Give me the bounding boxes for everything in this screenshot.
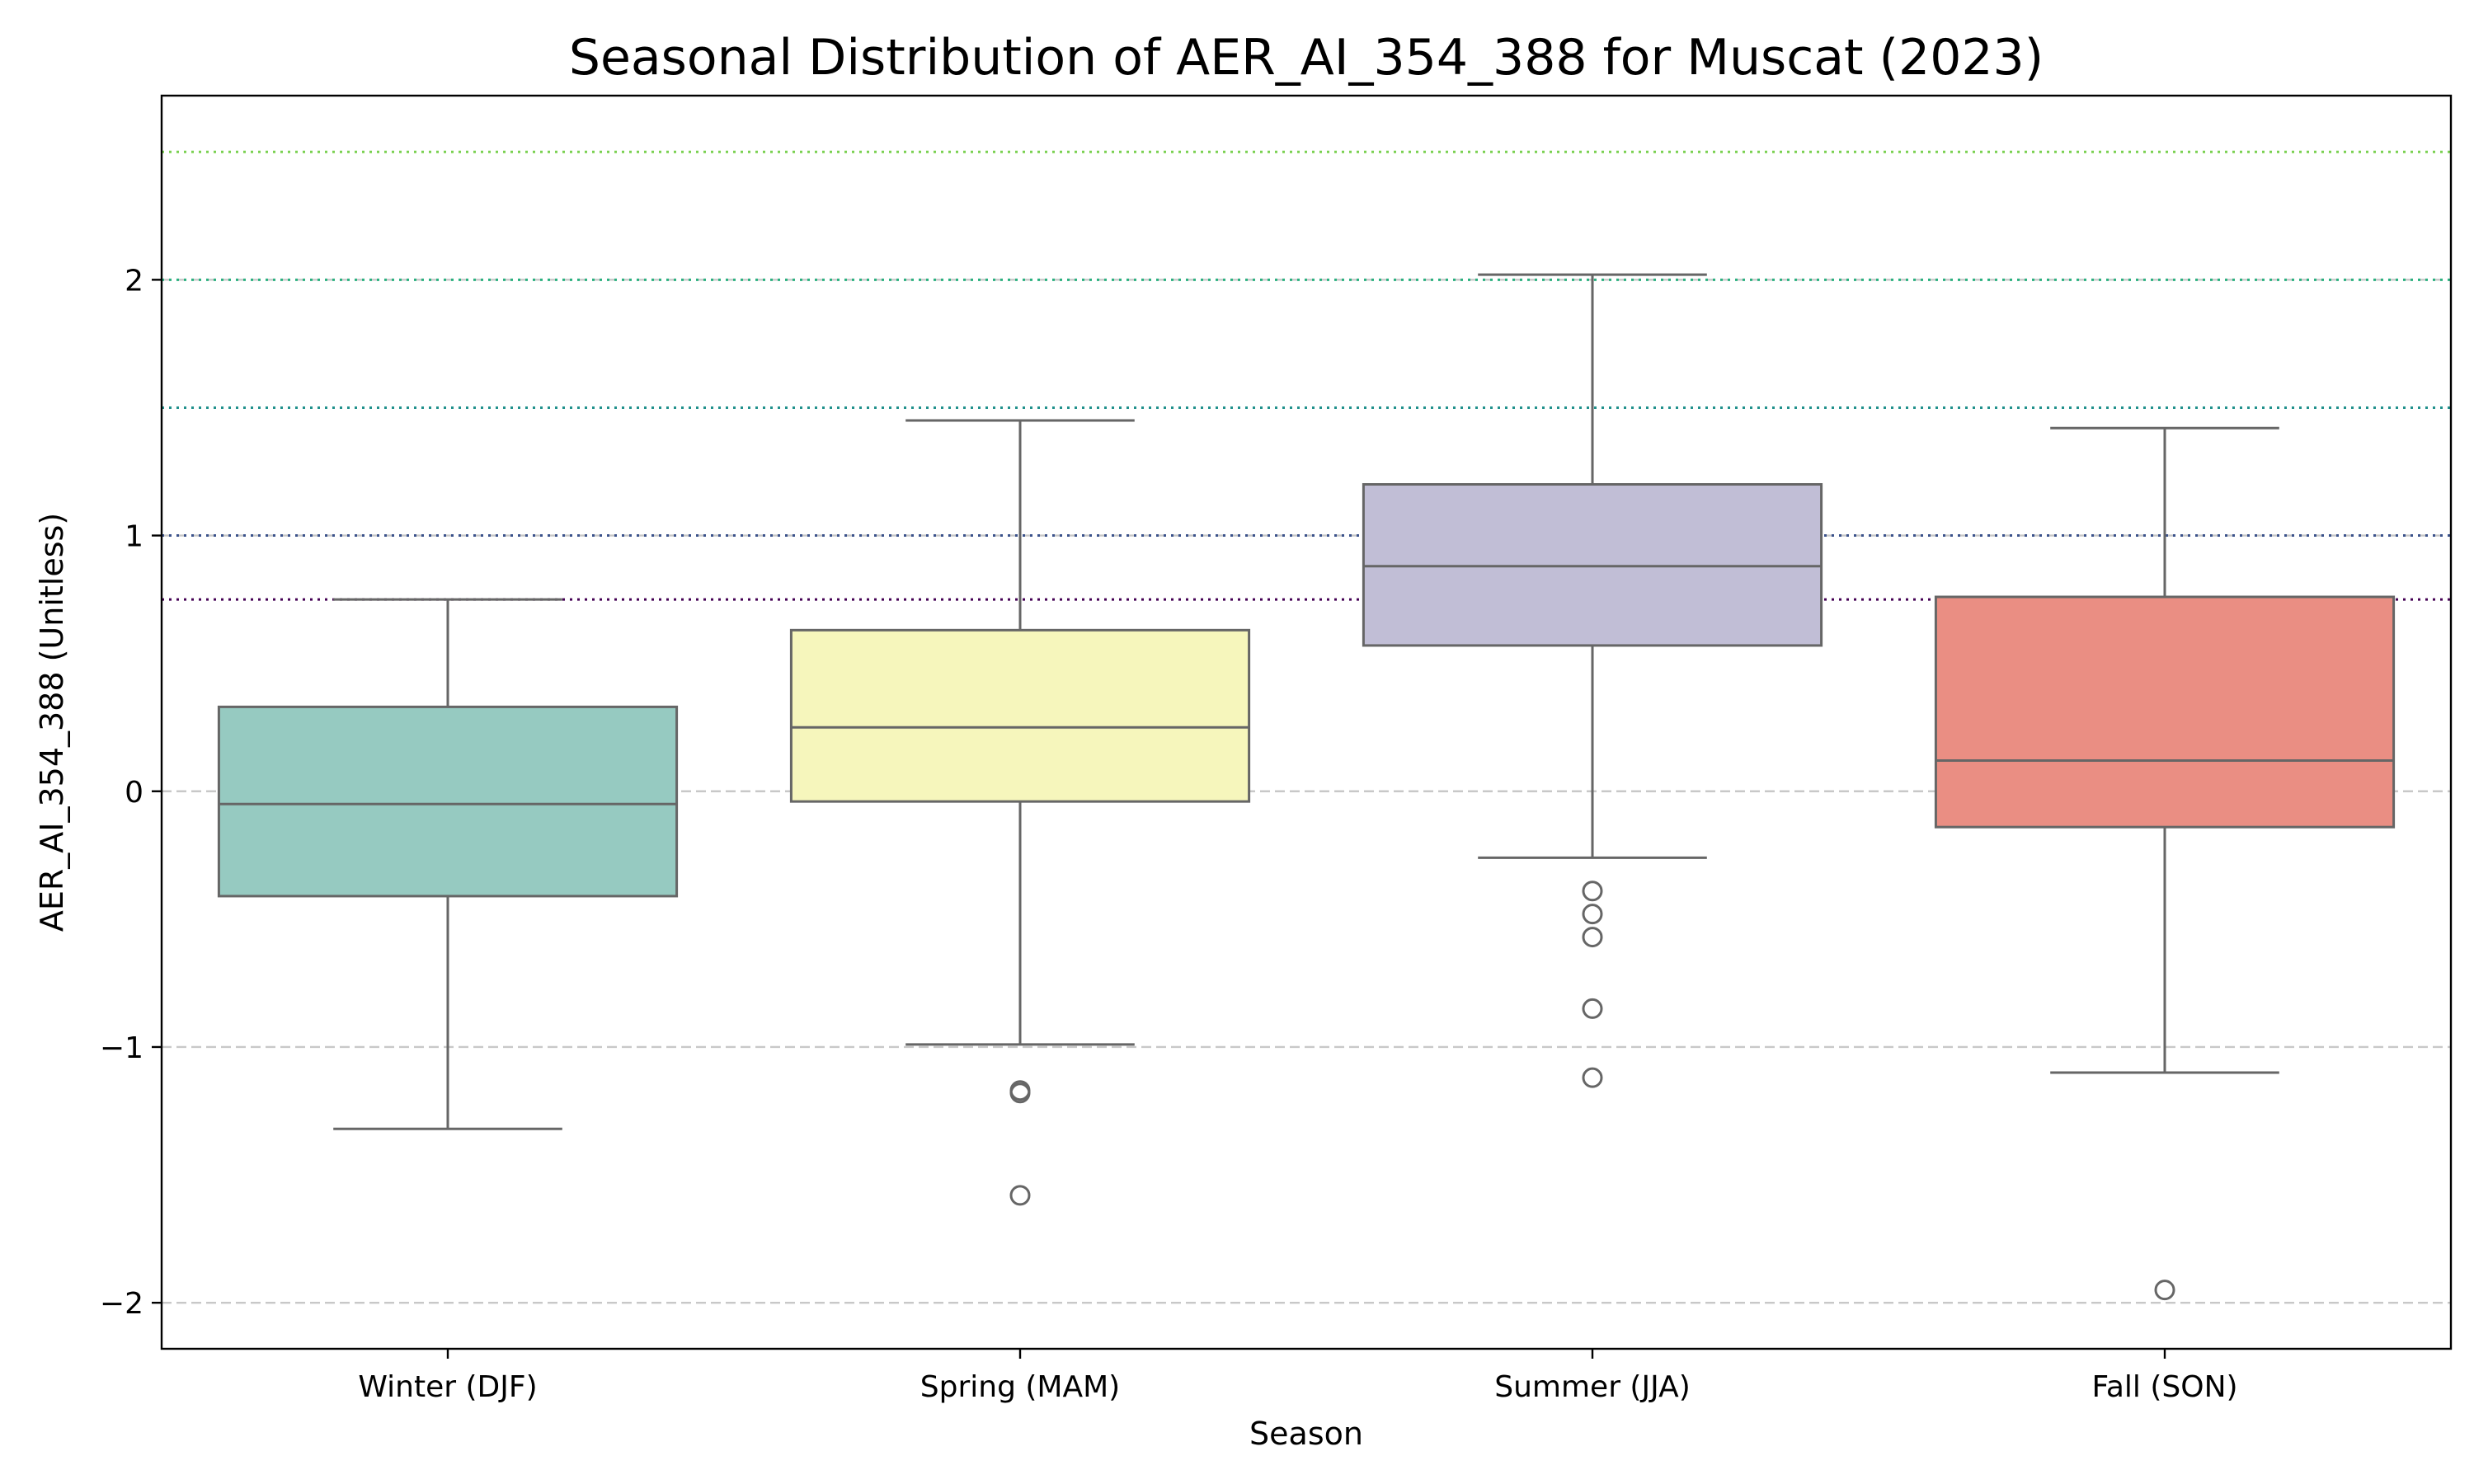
- y-tick-label: 0: [125, 776, 143, 810]
- chart-title: Seasonal Distribution of AER_AI_354_388 …: [569, 29, 2044, 87]
- box: [217, 705, 679, 898]
- x-tick-label: Winter (DJF): [358, 1370, 537, 1404]
- outlier-point: [2154, 1280, 2175, 1301]
- outlier-point: [1582, 927, 1603, 948]
- x-axis-label: Season: [1249, 1416, 1363, 1452]
- box: [1934, 595, 2396, 829]
- outlier-point: [1582, 904, 1603, 925]
- outlier-point: [1582, 1067, 1603, 1088]
- outlier-point: [1009, 1082, 1031, 1104]
- y-axis-label: AER_AI_354_388 (Unitless): [34, 513, 70, 932]
- outlier-point: [1009, 1185, 1031, 1206]
- x-tick-label: Spring (MAM): [920, 1370, 1120, 1404]
- x-tick-label: Summer (JJA): [1494, 1370, 1691, 1404]
- outlier-point: [1582, 998, 1603, 1019]
- box: [1362, 483, 1823, 647]
- y-tick-label: 2: [125, 264, 143, 298]
- plot-area: −2 −1 0 1 2 Winter (DJF) Spring (MAM) Summer (J…: [100, 94, 2453, 1404]
- y-tick-label: 1: [125, 520, 143, 554]
- box: [789, 628, 1251, 803]
- x-tick-label: Fall (SON): [2091, 1370, 2237, 1404]
- outlier-point: [1582, 881, 1603, 902]
- y-tick-label: −1: [100, 1031, 143, 1065]
- y-tick-label: −2: [100, 1287, 143, 1321]
- plot-frame: [160, 94, 2453, 1350]
